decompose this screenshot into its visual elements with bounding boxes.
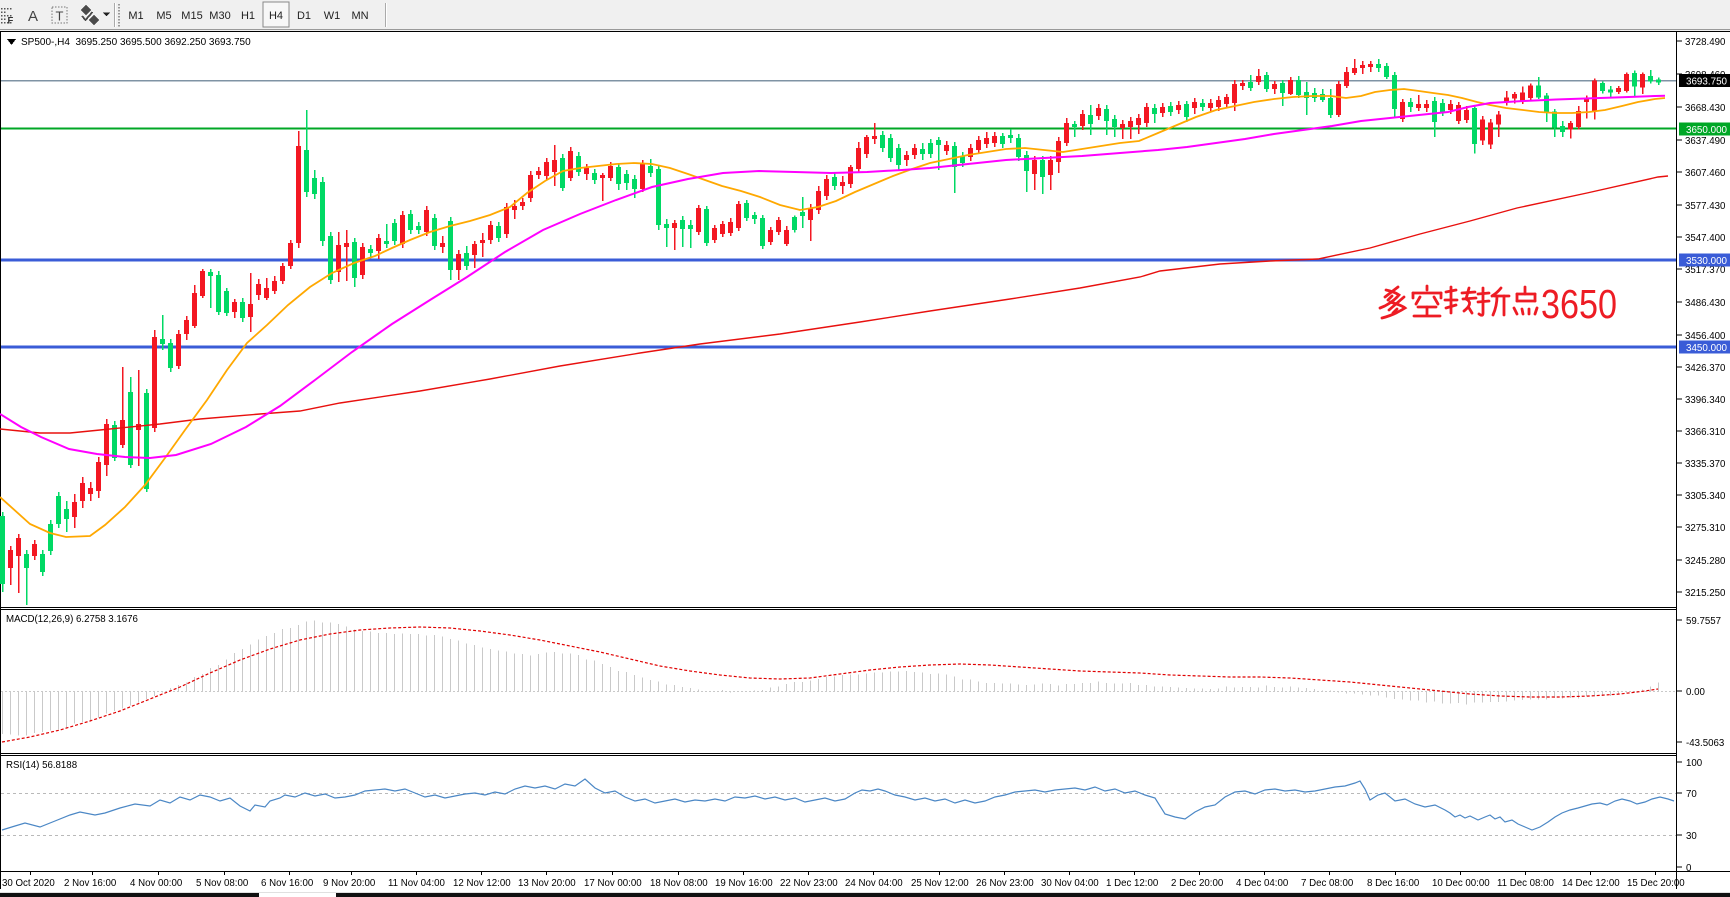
svg-text:3650: 3650	[1541, 281, 1617, 327]
svg-text:3245.280: 3245.280	[1685, 556, 1726, 567]
svg-text:-43.5063: -43.5063	[1686, 738, 1724, 749]
svg-text:22 Nov 23:00: 22 Nov 23:00	[780, 878, 838, 889]
svg-text:3530.000: 3530.000	[1686, 256, 1728, 267]
svg-text:7 Dec 08:00: 7 Dec 08:00	[1301, 878, 1354, 889]
svg-text:3577.430: 3577.430	[1685, 201, 1726, 212]
svg-text:RSI(14) 56.8188: RSI(14) 56.8188	[6, 760, 77, 771]
svg-text:3366.310: 3366.310	[1685, 427, 1726, 438]
svg-text:3335.370: 3335.370	[1685, 459, 1726, 470]
svg-text:H4: H4	[269, 10, 283, 22]
svg-text:0.00: 0.00	[1686, 687, 1705, 698]
svg-text:4 Nov 00:00: 4 Nov 00:00	[130, 878, 183, 889]
svg-text:11 Nov 04:00: 11 Nov 04:00	[388, 878, 446, 889]
svg-text:30 Nov 04:00: 30 Nov 04:00	[1041, 878, 1099, 889]
svg-text:59.7557: 59.7557	[1686, 616, 1721, 627]
svg-text:1 Dec 12:00: 1 Dec 12:00	[1106, 878, 1159, 889]
svg-text:SP500-,H4 3695.250 3695.500 3: SP500-,H4 3695.250 3695.500 3692.250 369…	[21, 37, 251, 48]
svg-text:M1: M1	[128, 10, 143, 22]
svg-text:3450.000: 3450.000	[1686, 343, 1728, 354]
svg-text:2 Dec 20:00: 2 Dec 20:00	[1171, 878, 1224, 889]
svg-text:F: F	[8, 16, 14, 27]
svg-text:3547.400: 3547.400	[1685, 233, 1726, 244]
svg-text:3486.430: 3486.430	[1685, 298, 1726, 309]
svg-text:3728.490: 3728.490	[1685, 37, 1726, 48]
svg-text:100: 100	[1686, 758, 1703, 769]
svg-text:19 Nov 16:00: 19 Nov 16:00	[715, 878, 773, 889]
svg-text:4 Dec 04:00: 4 Dec 04:00	[1236, 878, 1289, 889]
svg-text:18 Nov 08:00: 18 Nov 08:00	[650, 878, 708, 889]
svg-text:3668.430: 3668.430	[1685, 103, 1726, 114]
svg-text:3426.370: 3426.370	[1685, 363, 1726, 374]
svg-text:5 Nov 08:00: 5 Nov 08:00	[196, 878, 249, 889]
svg-text:30 Oct 2020: 30 Oct 2020	[2, 878, 55, 889]
svg-text:17 Nov 00:00: 17 Nov 00:00	[584, 878, 642, 889]
svg-text:6 Nov 16:00: 6 Nov 16:00	[261, 878, 314, 889]
svg-text:3607.460: 3607.460	[1685, 168, 1726, 179]
svg-text:14 Dec 12:00: 14 Dec 12:00	[1562, 878, 1620, 889]
svg-text:12 Nov 12:00: 12 Nov 12:00	[453, 878, 511, 889]
svg-text:W1: W1	[324, 10, 341, 22]
svg-text:M5: M5	[156, 10, 171, 22]
svg-text:8 Dec 16:00: 8 Dec 16:00	[1367, 878, 1420, 889]
svg-text:3693.750: 3693.750	[1686, 77, 1728, 88]
svg-text:2 Nov 16:00: 2 Nov 16:00	[64, 878, 117, 889]
svg-text:3215.250: 3215.250	[1685, 588, 1726, 599]
svg-text:15 Dec 20:00: 15 Dec 20:00	[1627, 878, 1685, 889]
svg-text:D1: D1	[297, 10, 311, 22]
svg-text:11 Dec 08:00: 11 Dec 08:00	[1497, 878, 1555, 889]
svg-text:3275.310: 3275.310	[1685, 523, 1726, 534]
svg-text:A: A	[28, 8, 38, 25]
svg-text:13 Nov 20:00: 13 Nov 20:00	[518, 878, 576, 889]
svg-text:0: 0	[1686, 863, 1692, 874]
svg-text:70: 70	[1686, 789, 1697, 800]
svg-text:H1: H1	[241, 10, 255, 22]
svg-text:3517.370: 3517.370	[1685, 265, 1726, 276]
svg-text:9 Nov 20:00: 9 Nov 20:00	[323, 878, 376, 889]
svg-text:MACD(12,26,9) 6.2758 3.1676: MACD(12,26,9) 6.2758 3.1676	[6, 614, 138, 625]
svg-text:3637.490: 3637.490	[1685, 136, 1726, 147]
svg-text:MN: MN	[351, 10, 368, 22]
svg-text:30: 30	[1686, 831, 1697, 842]
svg-text:3305.340: 3305.340	[1685, 491, 1726, 502]
svg-text:26 Nov 23:00: 26 Nov 23:00	[976, 878, 1034, 889]
svg-text:10 Dec 00:00: 10 Dec 00:00	[1432, 878, 1490, 889]
svg-text:M30: M30	[209, 10, 230, 22]
svg-text:M15: M15	[181, 10, 202, 22]
svg-text:3456.400: 3456.400	[1685, 331, 1726, 342]
svg-text:T: T	[56, 9, 64, 24]
svg-text:3396.340: 3396.340	[1685, 395, 1726, 406]
svg-text:24 Nov 04:00: 24 Nov 04:00	[845, 878, 903, 889]
svg-text:25 Nov 12:00: 25 Nov 12:00	[911, 878, 969, 889]
svg-text:3650.000: 3650.000	[1686, 125, 1728, 136]
